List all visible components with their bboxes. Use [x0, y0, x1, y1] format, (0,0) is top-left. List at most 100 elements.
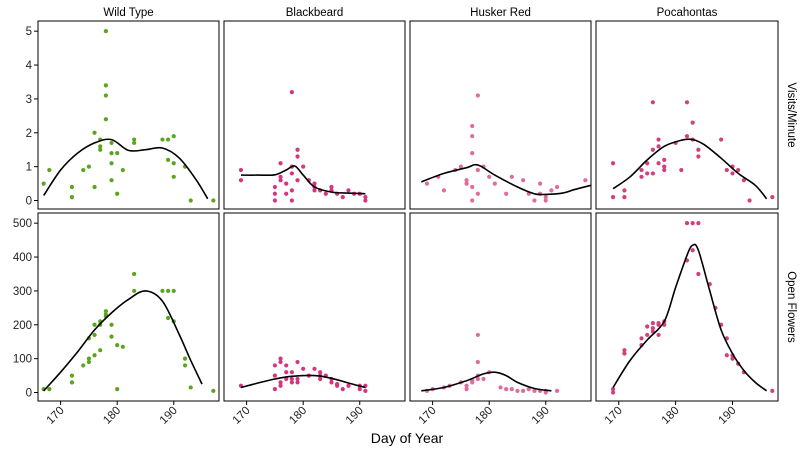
- point-visits-minute-husker-red-5: [464, 178, 469, 183]
- point-open-flowers-husker-red-5: [464, 383, 469, 388]
- point-visits-minute-pocahontas-18: [679, 167, 684, 173]
- point-visits-minute-wild-type-9: [98, 147, 103, 152]
- fit-line-open-flowers-pocahontas: [612, 243, 768, 392]
- point-open-flowers-husker-red-17: [509, 387, 514, 392]
- point-open-flowers-wild-type-21: [120, 344, 125, 349]
- point-visits-minute-blackbeard-32: [363, 195, 368, 200]
- point-visits-minute-husker-red-14: [475, 191, 480, 196]
- point-visits-minute-pocahontas-24: [696, 154, 701, 159]
- point-open-flowers-wild-type-17: [109, 334, 114, 339]
- point-open-flowers-wild-type-9: [92, 353, 97, 358]
- point-visits-minute-wild-type-27: [171, 134, 176, 139]
- point-visits-minute-pocahontas-10: [650, 171, 655, 176]
- point-open-flowers-wild-type-4: [81, 363, 86, 368]
- point-open-flowers-husker-red-19: [521, 388, 526, 393]
- point-open-flowers-husker-red-24: [543, 390, 548, 395]
- point-open-flowers-wild-type-31: [188, 385, 193, 390]
- point-visits-minute-pocahontas-0: [610, 161, 616, 166]
- point-visits-minute-wild-type-2: [69, 184, 75, 190]
- point-visits-minute-wild-type-7: [92, 184, 97, 190]
- point-visits-minute-blackbeard-2: [272, 184, 278, 190]
- point-open-flowers-husker-red-9: [475, 332, 480, 338]
- row-strip-label-open-flowers: Open Flowers: [785, 271, 797, 343]
- panel-border-open-flowers-wild-type: [37, 212, 220, 402]
- x-tick-label-pocahontas-170: 170: [603, 405, 625, 427]
- point-visits-minute-blackbeard-15: [295, 154, 300, 159]
- point-open-flowers-wild-type-28: [171, 288, 176, 294]
- point-visits-minute-wild-type-21: [120, 167, 125, 173]
- x-tick-label-wild-type-190: 190: [158, 405, 180, 427]
- x-tick-label-husker-red-170: 170: [417, 405, 439, 427]
- point-visits-minute-pocahontas-9: [650, 147, 655, 152]
- point-visits-minute-pocahontas-29: [736, 167, 741, 173]
- point-visits-minute-blackbeard-28: [340, 195, 345, 200]
- point-open-flowers-blackbeard-2: [272, 373, 278, 378]
- point-open-flowers-blackbeard-7: [278, 383, 283, 388]
- point-open-flowers-wild-type-30: [182, 363, 188, 368]
- point-visits-minute-wild-type-16: [109, 161, 114, 166]
- point-open-flowers-blackbeard-8: [284, 370, 289, 375]
- point-open-flowers-wild-type-8: [92, 322, 97, 327]
- point-visits-minute-pocahontas-19: [684, 100, 690, 105]
- point-visits-minute-wild-type-15: [109, 151, 114, 156]
- point-visits-minute-blackbeard-25: [329, 184, 334, 190]
- point-visits-minute-husker-red-13: [475, 167, 480, 173]
- point-visits-minute-blackbeard-29: [346, 188, 351, 193]
- y-tick-label-open-flowers-100: 100: [13, 354, 32, 366]
- point-open-flowers-blackbeard-27: [335, 381, 340, 387]
- point-open-flowers-wild-type-20: [115, 343, 120, 348]
- point-visits-minute-blackbeard-16: [295, 147, 300, 152]
- x-tick-label-blackbeard-180: 180: [287, 405, 309, 427]
- point-open-flowers-blackbeard-14: [295, 380, 300, 385]
- point-visits-minute-husker-red-26: [543, 195, 548, 200]
- fit-line-visits-minute-blackbeard: [240, 165, 366, 195]
- y-tick-label-visits-minute-2: 2: [26, 128, 32, 140]
- fit-line-open-flowers-blackbeard: [240, 374, 366, 389]
- point-open-flowers-pocahontas-6: [645, 324, 650, 329]
- point-visits-minute-pocahontas-3: [622, 188, 627, 193]
- point-visits-minute-pocahontas-12: [656, 144, 661, 149]
- panel-border-visits-minute-pocahontas: [595, 20, 779, 210]
- point-open-flowers-husker-red-20: [526, 387, 531, 392]
- x-axis-title: Day of Year: [371, 430, 444, 446]
- point-open-flowers-wild-type-24: [160, 288, 165, 294]
- point-open-flowers-blackbeard-30: [357, 387, 362, 392]
- point-visits-minute-pocahontas-16: [662, 167, 667, 173]
- point-visits-minute-blackbeard-24: [323, 191, 328, 196]
- point-visits-minute-husker-red-11: [470, 198, 475, 203]
- point-visits-minute-pocahontas-32: [770, 195, 775, 200]
- point-visits-minute-pocahontas-28: [730, 171, 735, 176]
- point-open-flowers-husker-red-25: [554, 388, 560, 393]
- point-open-flowers-pocahontas-26: [724, 353, 729, 358]
- point-visits-minute-wild-type-14: [103, 29, 108, 34]
- point-open-flowers-pocahontas-13: [656, 332, 661, 338]
- point-visits-minute-wild-type-0: [41, 181, 46, 186]
- panel-border-open-flowers-blackbeard: [223, 212, 406, 402]
- point-open-flowers-wild-type-10: [92, 332, 97, 338]
- point-open-flowers-wild-type-1: [47, 387, 52, 392]
- point-open-flowers-pocahontas-19: [690, 248, 695, 253]
- y-tick-label-visits-minute-1: 1: [26, 162, 32, 174]
- row-strip-label-visits-minute: Visits/Minute: [785, 83, 797, 148]
- column-strip-label-pocahontas: Pocahontas: [657, 7, 718, 19]
- point-visits-minute-wild-type-24: [160, 137, 165, 142]
- point-open-flowers-wild-type-22: [132, 288, 137, 294]
- point-open-flowers-blackbeard-29: [346, 383, 351, 388]
- point-open-flowers-wild-type-29: [182, 356, 188, 361]
- point-visits-minute-husker-red-8: [470, 123, 475, 129]
- panel-border-open-flowers-pocahontas: [595, 212, 779, 402]
- y-tick-label-open-flowers-400: 400: [13, 252, 32, 264]
- point-visits-minute-wild-type-23: [132, 137, 137, 142]
- point-visits-minute-husker-red-20: [521, 178, 526, 183]
- panel-border-visits-minute-wild-type: [37, 20, 220, 210]
- point-visits-minute-wild-type-8: [98, 144, 103, 149]
- point-open-flowers-pocahontas-20: [696, 221, 701, 226]
- point-visits-minute-pocahontas-2: [622, 195, 627, 200]
- point-visits-minute-wild-type-20: [115, 191, 120, 196]
- point-open-flowers-husker-red-6: [464, 387, 469, 392]
- point-visits-minute-wild-type-11: [103, 93, 108, 98]
- point-visits-minute-pocahontas-1: [610, 195, 616, 200]
- column-strip-label-wild-type: Wild Type: [103, 7, 153, 19]
- point-open-flowers-wild-type-2: [69, 380, 75, 385]
- point-open-flowers-wild-type-32: [211, 388, 216, 393]
